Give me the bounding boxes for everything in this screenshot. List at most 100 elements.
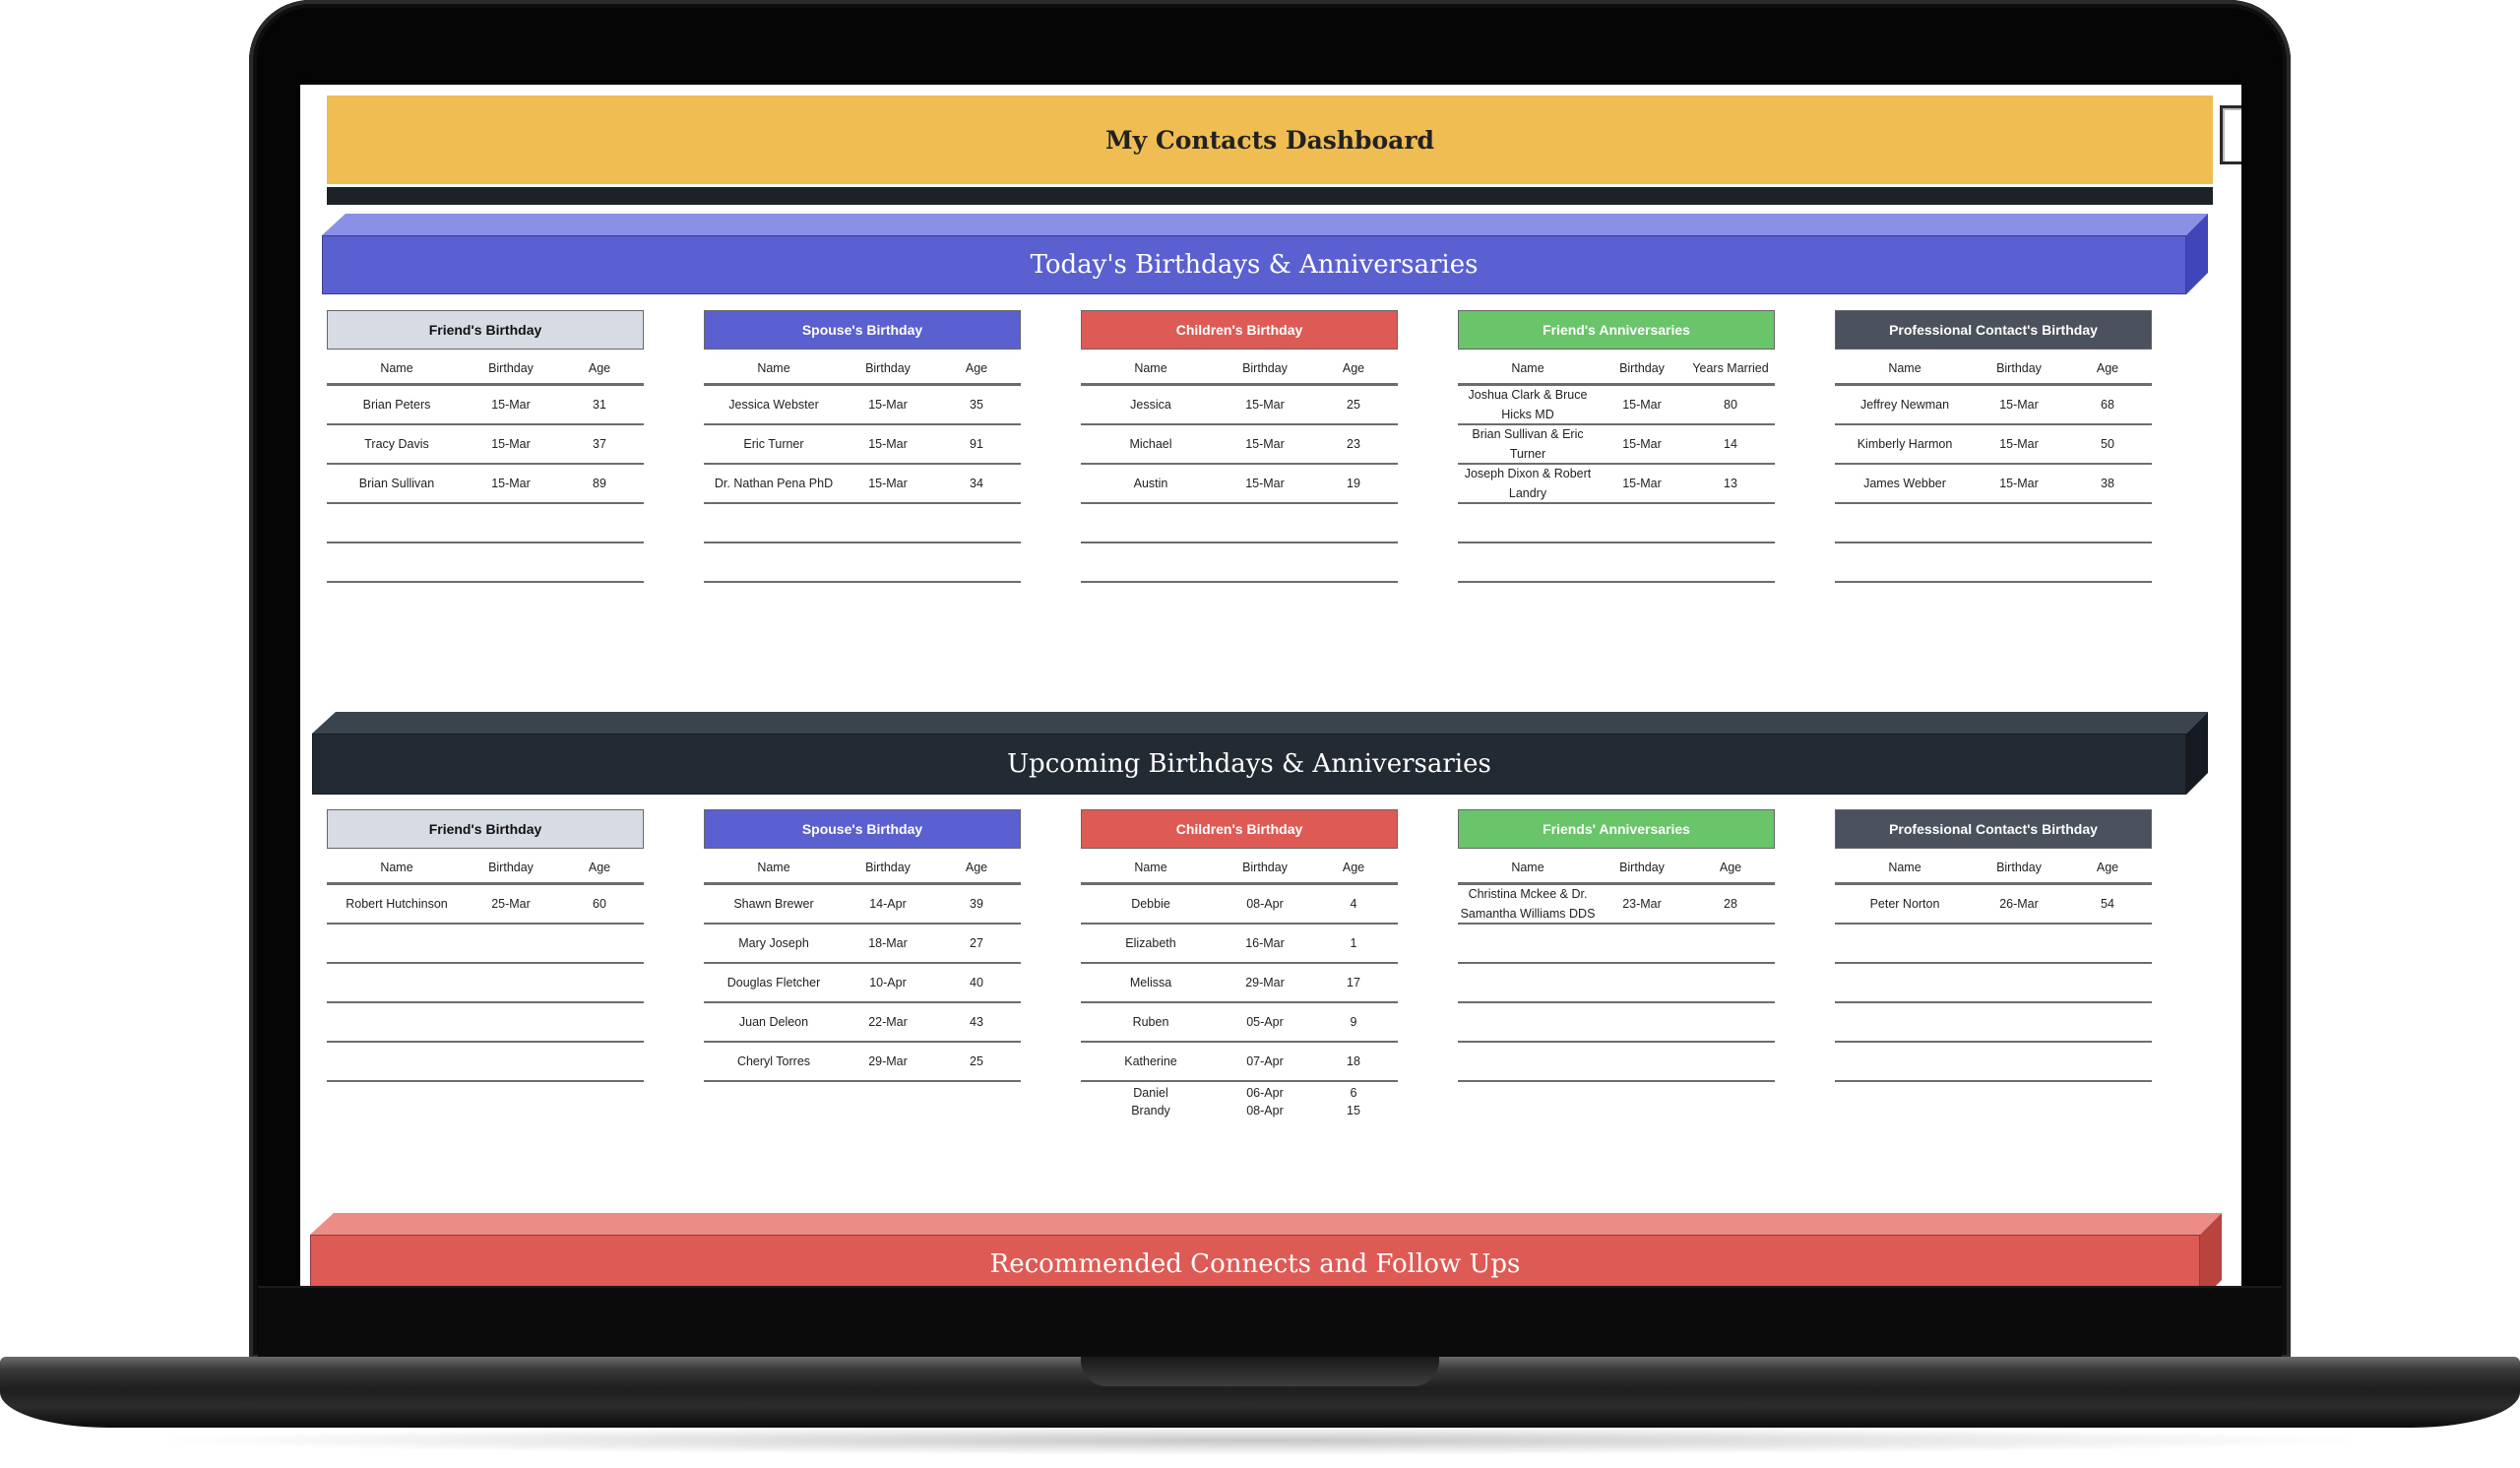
corner-widget[interactable] <box>2220 105 2241 164</box>
contact-number: 13 <box>1724 477 1737 490</box>
contact-name: Peter Norton <box>1869 897 1940 911</box>
table-row[interactable] <box>1835 504 2152 543</box>
table-row[interactable]: Debbie 08-Apr 4 <box>1081 885 1398 925</box>
table-row[interactable]: Joseph Dixon & Robert Landry 15-Mar 13 <box>1458 465 1775 504</box>
column-header: Name <box>380 861 413 874</box>
table-row[interactable] <box>1835 925 2152 964</box>
table-row[interactable]: Christina Mckee & Dr. Samantha Williams … <box>1458 885 1775 925</box>
table-row[interactable]: Brian Sullivan & Eric Turner 15-Mar 14 <box>1458 425 1775 465</box>
table-row[interactable] <box>704 504 1021 543</box>
table-row[interactable]: Ruben 05-Apr 9 <box>1081 1003 1398 1043</box>
today-friends-card: Friend's Birthday Name Birthday Age Brian P… <box>327 310 644 583</box>
table-row[interactable] <box>1458 1003 1775 1043</box>
today-anniversaries-card: Friend's Anniversaries Name Birthday Years… <box>1458 310 1775 583</box>
table-row[interactable] <box>327 504 644 543</box>
column-header: Age <box>965 361 988 375</box>
table-row[interactable] <box>1458 504 1775 543</box>
table-row[interactable] <box>704 543 1021 583</box>
upcoming-spouse-card: Spouse's Birthday Name Birthday Age Shawn B… <box>704 809 1021 1082</box>
table-row[interactable] <box>1835 1043 2152 1082</box>
banner-side <box>2200 1213 2222 1286</box>
table-row[interactable]: Jessica Webster 15-Mar 35 <box>704 386 1021 425</box>
table-row[interactable] <box>1458 543 1775 583</box>
table-row[interactable] <box>1835 1003 2152 1043</box>
contact-number: 1 <box>1350 936 1357 950</box>
table-row[interactable]: Kimberly Harmon 15-Mar 50 <box>1835 425 2152 465</box>
table-row[interactable] <box>1458 964 1775 1003</box>
card-title: Friends' Anniversaries <box>1458 809 1775 849</box>
contact-number: 23 <box>1347 437 1360 451</box>
table-row[interactable] <box>1458 1043 1775 1082</box>
table-row[interactable] <box>1835 964 2152 1003</box>
contact-number: 89 <box>593 477 606 490</box>
table-row[interactable]: Shawn Brewer 14-Apr 39 <box>704 885 1021 925</box>
today-professional-card: Professional Contact's Birthday Name Birt… <box>1835 310 2152 583</box>
contact-name: Jessica Webster <box>728 398 819 412</box>
table-row[interactable]: Joshua Clark & Bruce Hicks MD 15-Mar 80 <box>1458 386 1775 425</box>
contact-date: 29-Mar <box>1245 976 1285 989</box>
table-row[interactable]: Michael 15-Mar 23 <box>1081 425 1398 465</box>
table-row[interactable]: Eric Turner 15-Mar 91 <box>704 425 1021 465</box>
contact-name: Elizabeth <box>1125 936 1176 950</box>
contact-date: 15-Mar <box>868 477 908 490</box>
table-row[interactable] <box>1458 925 1775 964</box>
contact-number: 50 <box>2101 437 2114 451</box>
contact-date: 10-Apr <box>869 976 907 989</box>
column-headers: Name Birthday Age <box>1081 353 1398 386</box>
table-row[interactable]: Melissa 29-Mar 17 <box>1081 964 1398 1003</box>
column-header: Name <box>1511 361 1544 375</box>
contact-date: 15-Mar <box>491 477 531 490</box>
table-row[interactable]: Austin 15-Mar 19 <box>1081 465 1398 504</box>
contact-name: Jeffrey Newman <box>1859 398 1950 412</box>
table-row[interactable]: Jessica 15-Mar 25 <box>1081 386 1398 425</box>
contact-name: Shawn Brewer <box>733 897 814 911</box>
column-headers: Name Birthday Age <box>1835 353 2152 386</box>
column-header: Age <box>1719 861 1742 874</box>
table-row[interactable]: Katherine 07-Apr 18 <box>1081 1043 1398 1082</box>
contact-name: Kimberly Harmon <box>1857 437 1953 451</box>
contact-date: 15-Mar <box>868 437 908 451</box>
table-row[interactable] <box>327 543 644 583</box>
column-headers: Name Birthday Age <box>327 353 644 386</box>
table-row[interactable]: Brian Sullivan 15-Mar 89 <box>327 465 644 504</box>
contact-date: 26-Mar <box>1999 897 2039 911</box>
table-row[interactable]: Mary Joseph 18-Mar 27 <box>704 925 1021 964</box>
contact-date: 29-Mar <box>868 1054 908 1068</box>
table-row[interactable] <box>327 1003 644 1043</box>
table-row[interactable] <box>327 964 644 1003</box>
table-row[interactable]: Douglas Fletcher 10-Apr 40 <box>704 964 1021 1003</box>
table-row[interactable]: Cheryl Torres 29-Mar 25 <box>704 1043 1021 1082</box>
table-row[interactable] <box>1081 543 1398 583</box>
table-row[interactable] <box>1081 504 1398 543</box>
contact-date: 15-Mar <box>1245 398 1285 412</box>
column-headers: Name Birthday Age <box>327 853 644 885</box>
column-headers: Name Birthday Age <box>1835 853 2152 885</box>
table-row[interactable] <box>1835 543 2152 583</box>
contact-number: 17 <box>1347 976 1360 989</box>
table-row[interactable]: Dr. Nathan Pena PhD 15-Mar 34 <box>704 465 1021 504</box>
contact-number: 34 <box>970 477 983 490</box>
table-row[interactable]: Jeffrey Newman 15-Mar 68 <box>1835 386 2152 425</box>
contact-name: Tracy Davis <box>364 437 429 451</box>
table-row[interactable]: Juan Deleon 22-Mar 43 <box>704 1003 1021 1043</box>
table-row[interactable]: Peter Norton 26-Mar 54 <box>1835 885 2152 925</box>
contact-name: James Webber <box>1863 477 1946 490</box>
card-title: Friend's Birthday <box>327 809 644 849</box>
table-row[interactable]: James Webber 15-Mar 38 <box>1835 465 2152 504</box>
table-row[interactable]: Brian Peters 15-Mar 31 <box>327 386 644 425</box>
contact-number: 35 <box>970 398 983 412</box>
column-header: Name <box>757 861 790 874</box>
card-title: Children's Birthday <box>1081 809 1398 849</box>
table-row[interactable] <box>327 1043 644 1082</box>
column-header: Name <box>1888 861 1922 874</box>
table-row[interactable]: Tracy Davis 15-Mar 37 <box>327 425 644 465</box>
column-header: Birthday <box>865 861 911 874</box>
card-title: Children's Birthday <box>1081 310 1398 350</box>
contact-name: Juan Deleon <box>738 1015 809 1029</box>
contact-date: 15-Mar <box>1622 398 1662 412</box>
contact-number: 25 <box>970 1054 983 1068</box>
table-row[interactable]: Robert Hutchinson 25-Mar 60 <box>327 885 644 925</box>
contact-number: 68 <box>2101 398 2114 412</box>
table-row[interactable] <box>327 925 644 964</box>
table-row[interactable]: Elizabeth 16-Mar 1 <box>1081 925 1398 964</box>
